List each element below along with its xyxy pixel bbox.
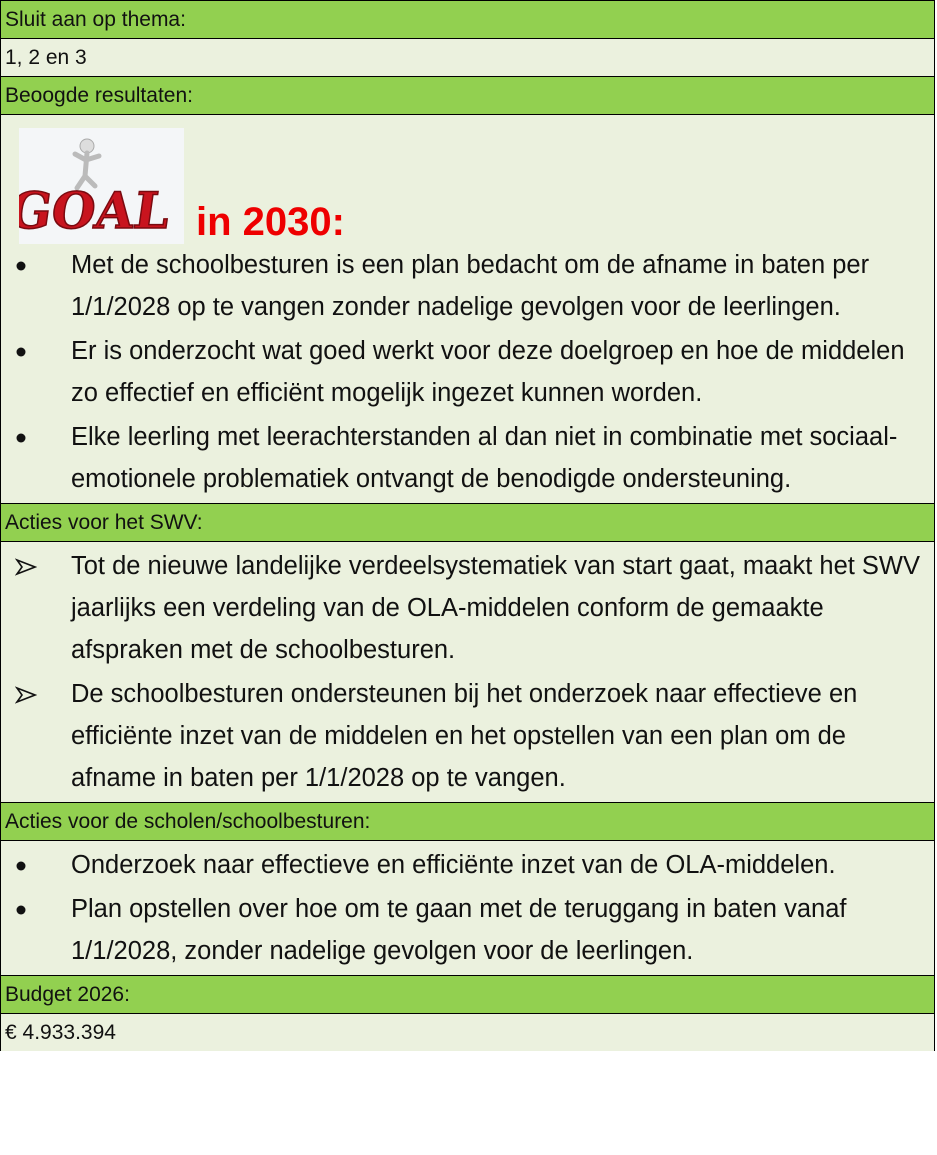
list-item: Elke leerling met leerachterstanden al d… [1, 416, 928, 500]
list-item: Met de schoolbesturen is een plan bedach… [1, 244, 928, 328]
list-item: Er is onderzocht wat goed werkt voor dez… [1, 330, 928, 414]
section-text: € 4.933.394 [1, 1013, 934, 1051]
list-marker [15, 429, 37, 447]
list-item-text: Met de schoolbesturen is een plan bedach… [71, 251, 869, 321]
section-content: GOAL in 2030: Met de schoolbesturen is een… [1, 114, 934, 503]
section-header: Acties voor het SWV: [1, 503, 934, 541]
goal-heading: in 2030: [196, 200, 345, 244]
list-item: Tot de nieuwe landelijke verdeelsystemat… [1, 545, 928, 671]
list-item-text: Tot de nieuwe landelijke verdeelsystemat… [71, 552, 920, 664]
goal-row: GOAL in 2030: [1, 118, 928, 244]
section-header: Acties voor de scholen/schoolbesturen: [1, 802, 934, 840]
list-item-text: Plan opstellen over hoe om te gaan met d… [71, 895, 846, 965]
goal-image: GOAL [19, 128, 184, 244]
list-marker [15, 901, 37, 919]
list-marker [15, 257, 37, 275]
list-item: De schoolbesturen ondersteunen bij het o… [1, 673, 928, 799]
list-marker [15, 558, 37, 576]
list-item-text: De schoolbesturen ondersteunen bij het o… [71, 680, 857, 792]
list-marker [15, 686, 37, 704]
list-item: Onderzoek naar effectieve en efficiënte … [1, 844, 928, 886]
list-item-text: Elke leerling met leerachterstanden al d… [71, 423, 897, 493]
section-header: Beoogde resultaten: [1, 76, 934, 114]
list-marker [15, 343, 37, 361]
list-marker [15, 857, 37, 875]
section-text: 1, 2 en 3 [1, 38, 934, 76]
section-header: Budget 2026: [1, 975, 934, 1013]
list-item-text: Er is onderzocht wat goed werkt voor dez… [71, 337, 905, 407]
section-header: Sluit aan op thema: [1, 0, 934, 38]
section-content: Tot de nieuwe landelijke verdeelsystemat… [1, 541, 934, 802]
section-content: Onderzoek naar effectieve en efficiënte … [1, 840, 934, 975]
list-item-text: Onderzoek naar effectieve en efficiënte … [71, 851, 836, 879]
goal-label: GOAL [19, 181, 174, 240]
list-item: Plan opstellen over hoe om te gaan met d… [1, 888, 928, 972]
